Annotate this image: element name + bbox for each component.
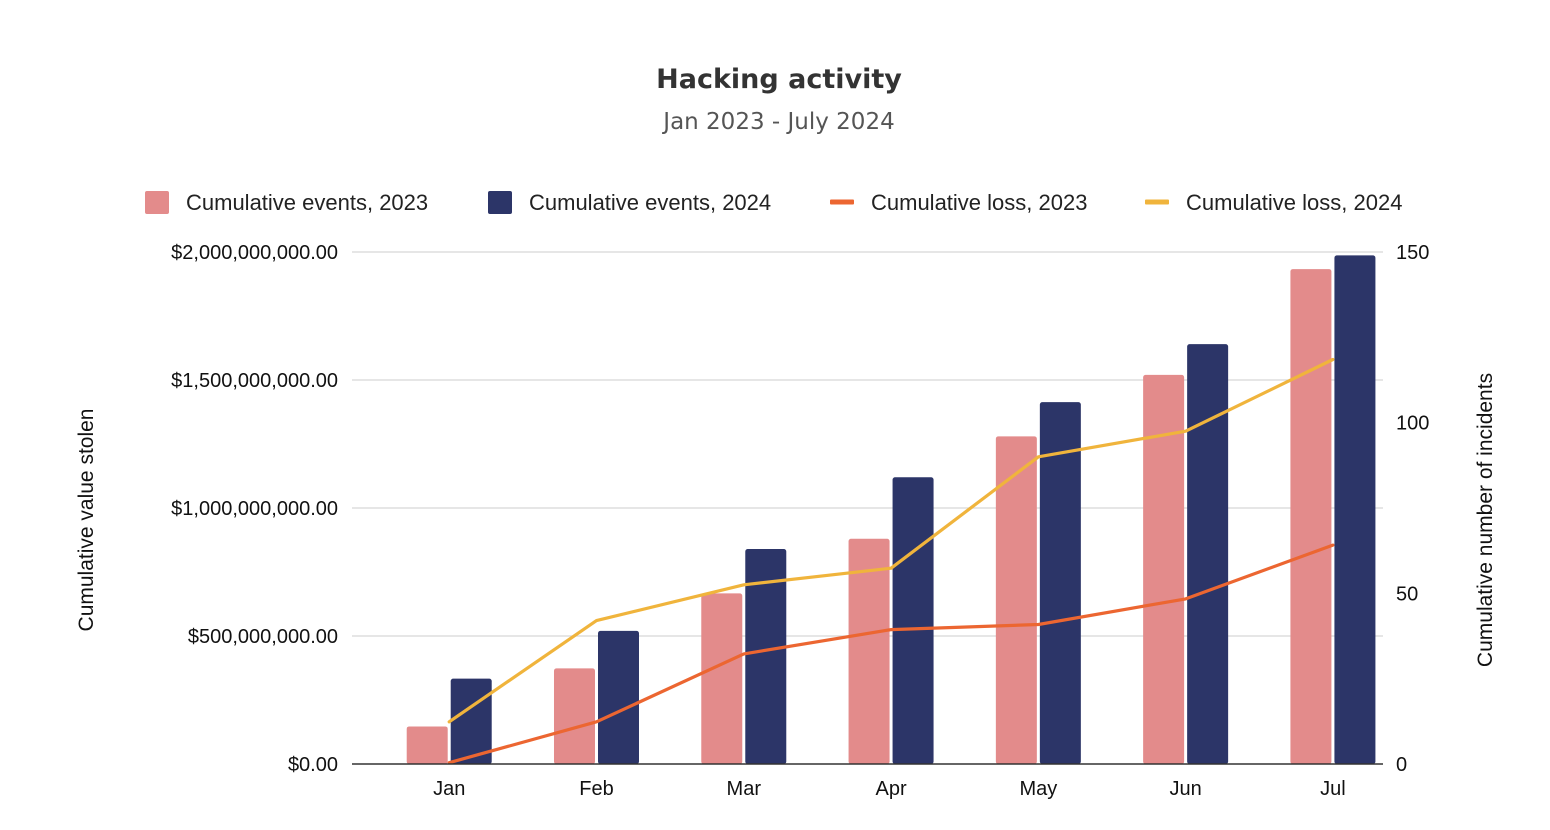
lines bbox=[447, 357, 1335, 765]
bar-2023-jul bbox=[1290, 269, 1332, 764]
line-loss-2023 bbox=[447, 543, 1335, 765]
legend-label: Cumulative events, 2023 bbox=[186, 190, 428, 215]
y-left-tick-label: $1,500,000,000.00 bbox=[171, 370, 338, 392]
bar-2023-jan bbox=[406, 726, 448, 764]
legend-label: Cumulative events, 2024 bbox=[529, 190, 771, 215]
legend-label: Cumulative loss, 2023 bbox=[871, 190, 1087, 215]
bar-2024-mar bbox=[745, 548, 787, 764]
y-left-tick-label: $500,000,000.00 bbox=[188, 626, 338, 648]
x-tick-label: Feb bbox=[579, 778, 613, 800]
y-right-tick-label: 100 bbox=[1396, 413, 1429, 435]
y-right-tick-label: 150 bbox=[1396, 242, 1429, 264]
legend: Cumulative events, 2023 Cumulative events… bbox=[145, 190, 1402, 215]
x-tick-label: Mar bbox=[727, 778, 762, 800]
bar-2024-feb bbox=[597, 630, 639, 764]
y-left-tick-label: $0.00 bbox=[288, 754, 338, 776]
bar-2023-may bbox=[995, 436, 1037, 764]
bar-2023-apr bbox=[848, 538, 890, 764]
bar-2023-jun bbox=[1143, 374, 1185, 764]
x-tick-label: Jun bbox=[1170, 778, 1202, 800]
y-right-tick-label: 50 bbox=[1396, 583, 1418, 605]
y-axis-right-label: Cumulative number of incidents bbox=[1474, 373, 1497, 667]
x-tick-label: Apr bbox=[876, 778, 907, 800]
x-tick-label: May bbox=[1019, 778, 1057, 800]
bars bbox=[406, 255, 1376, 764]
x-tick-label: Jul bbox=[1320, 778, 1346, 800]
bar-2023-feb bbox=[553, 668, 595, 764]
legend-swatch bbox=[488, 191, 512, 214]
chart-subtitle: Jan 2023 - July 2024 bbox=[661, 109, 894, 135]
bar-2024-apr bbox=[892, 477, 934, 764]
bar-2024-jun bbox=[1187, 344, 1229, 764]
legend-swatch bbox=[830, 199, 854, 205]
y-right-tick-label: 0 bbox=[1396, 754, 1407, 776]
legend-label: Cumulative loss, 2024 bbox=[1186, 190, 1402, 215]
bar-2024-may bbox=[1039, 402, 1081, 764]
line-loss-2024 bbox=[447, 357, 1335, 724]
y-axis-left-label: Cumulative value stolen bbox=[75, 409, 98, 632]
legend-swatch bbox=[145, 191, 169, 214]
legend-swatch bbox=[1145, 199, 1169, 205]
chart-title: Hacking activity bbox=[656, 64, 902, 95]
y-left-tick-label: $2,000,000,000.00 bbox=[171, 242, 338, 264]
y-left-tick-label: $1,000,000,000.00 bbox=[171, 498, 338, 520]
bar-2024-jul bbox=[1334, 255, 1376, 764]
x-tick-label: Jan bbox=[433, 778, 465, 800]
axes: $0.00 $500,000,000.00 $1,000,000,000.00 $1,… bbox=[171, 242, 1429, 800]
bar-2023-mar bbox=[701, 593, 743, 764]
